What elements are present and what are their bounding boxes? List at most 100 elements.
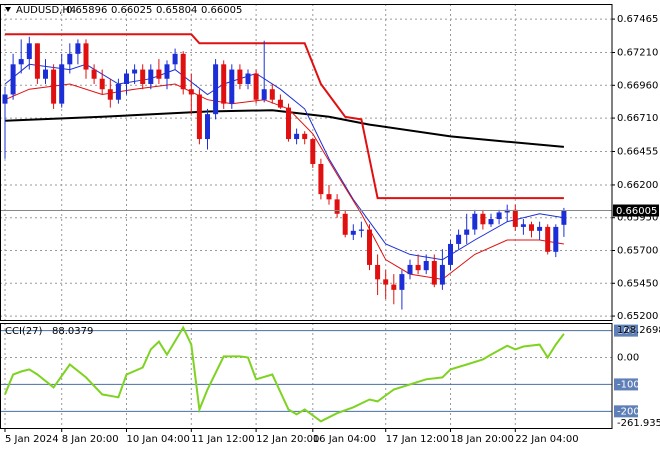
- indicator-line: [4, 83, 564, 280]
- x-tick-label: 8 Jan 20:00: [62, 434, 119, 445]
- candle-body: [504, 209, 510, 213]
- candle-body: [415, 264, 421, 271]
- candle-body: [480, 213, 486, 225]
- candle-body: [456, 234, 462, 244]
- candle-body: [439, 264, 445, 285]
- indicator-line: [4, 109, 564, 148]
- candle-body: [107, 89, 113, 100]
- y-limit-label: 128.2698: [617, 325, 660, 336]
- candle-body: [448, 243, 453, 265]
- candle-body: [375, 264, 381, 280]
- y-tick-label: 0.67465: [617, 14, 658, 25]
- candle-body: [269, 89, 275, 100]
- candle-body: [431, 260, 437, 285]
- candle-body: [407, 264, 413, 275]
- candle-body: [67, 53, 73, 65]
- candle-body: [59, 64, 65, 104]
- y-tick-label: 0.65700: [617, 246, 658, 257]
- x-tick-label: 12 Jan 20:00: [256, 434, 319, 445]
- candle-body: [83, 43, 89, 70]
- level-label-box: [614, 324, 638, 337]
- candle-body: [261, 89, 267, 100]
- candle-body: [43, 69, 48, 79]
- candle-body: [124, 73, 129, 84]
- y-tick-label: 0.67210: [617, 48, 658, 59]
- x-tick-label: 16 Jan 04:00: [313, 434, 376, 445]
- candle-body: [75, 43, 81, 54]
- candle-body: [172, 53, 178, 65]
- candle-body: [310, 139, 316, 164]
- chart-title: AUDUSD,H4: [16, 5, 76, 16]
- candle-body: [148, 69, 154, 84]
- candle-body: [164, 64, 170, 79]
- ohlc-close: 0.66005: [201, 5, 242, 16]
- candle-body: [221, 64, 227, 104]
- candle-body: [156, 69, 162, 79]
- candle-body: [18, 59, 24, 65]
- y-tick-label: 0.65200: [617, 311, 658, 322]
- candle-body: [205, 114, 210, 140]
- candle-body: [391, 284, 397, 290]
- candle-body: [423, 260, 429, 271]
- candle-body: [342, 213, 348, 235]
- x-tick-label: 11 Jan 12:00: [191, 434, 254, 445]
- candle-body: [237, 69, 243, 84]
- candle-body: [553, 226, 559, 252]
- candle-body: [318, 163, 324, 195]
- candle-body: [512, 209, 518, 227]
- candle-body: [286, 107, 291, 140]
- level-label-box: [614, 405, 638, 418]
- x-tick-label: 22 Jan 04:00: [515, 434, 578, 445]
- candle-body: [464, 229, 470, 235]
- candle-body: [529, 224, 534, 231]
- last-price-box: [613, 204, 659, 217]
- candle-body: [302, 133, 308, 140]
- ohlc-high: 0.66025: [111, 5, 152, 16]
- ohlc-low: 0.65804: [156, 5, 197, 16]
- candle-body: [488, 219, 494, 225]
- y-tick-label: 0.66710: [617, 113, 658, 124]
- candle-body: [277, 99, 283, 108]
- candle-body: [367, 229, 372, 265]
- y-limit-label: -261.9353: [617, 418, 660, 429]
- candle-body: [115, 83, 121, 100]
- candle-body: [383, 279, 389, 285]
- candle-body: [294, 133, 300, 140]
- y-tick-label: 0.65450: [617, 278, 658, 289]
- y-tick-label: 0.65950: [617, 213, 658, 224]
- last-price-label: 0.66005: [616, 206, 657, 217]
- indicator-value: 88.0379: [52, 326, 93, 337]
- indicator-title: CCI(27): [5, 326, 43, 337]
- y-tick-label: 100: [617, 326, 636, 337]
- candle-body: [399, 274, 405, 290]
- x-tick-label: 18 Jan 20:00: [451, 434, 514, 445]
- candle-body: [140, 69, 146, 84]
- panel-frame: [0, 323, 613, 429]
- candle-body: [496, 212, 502, 220]
- candle-body: [472, 213, 478, 230]
- candle-body: [520, 224, 526, 227]
- candle-body: [2, 94, 8, 104]
- candle-body: [350, 230, 356, 235]
- candle-body: [132, 69, 138, 74]
- candle-body: [545, 226, 551, 252]
- axis-layer: 5 Jan 2024 8 Jan 20:00 10 Jan 04:00 11 Jan …: [0, 4, 660, 445]
- candle-body: [10, 64, 16, 95]
- y-tick-label: 0.00: [617, 353, 639, 364]
- candle-body: [358, 229, 364, 231]
- candle-body: [91, 69, 97, 79]
- menu-arrow: [5, 7, 11, 12]
- candle-body: [537, 226, 543, 231]
- grid-layer: [0, 4, 612, 428]
- y-tick-label: -200: [617, 406, 640, 417]
- panel-frame: [0, 4, 613, 321]
- candle-body: [245, 73, 251, 84]
- x-tick-label: 17 Jan 12:00: [386, 434, 449, 445]
- indicator-line: [4, 63, 564, 261]
- candle-body: [180, 53, 186, 90]
- candle-body: [229, 69, 235, 104]
- candle-body: [561, 210, 567, 225]
- candle-body: [51, 69, 57, 104]
